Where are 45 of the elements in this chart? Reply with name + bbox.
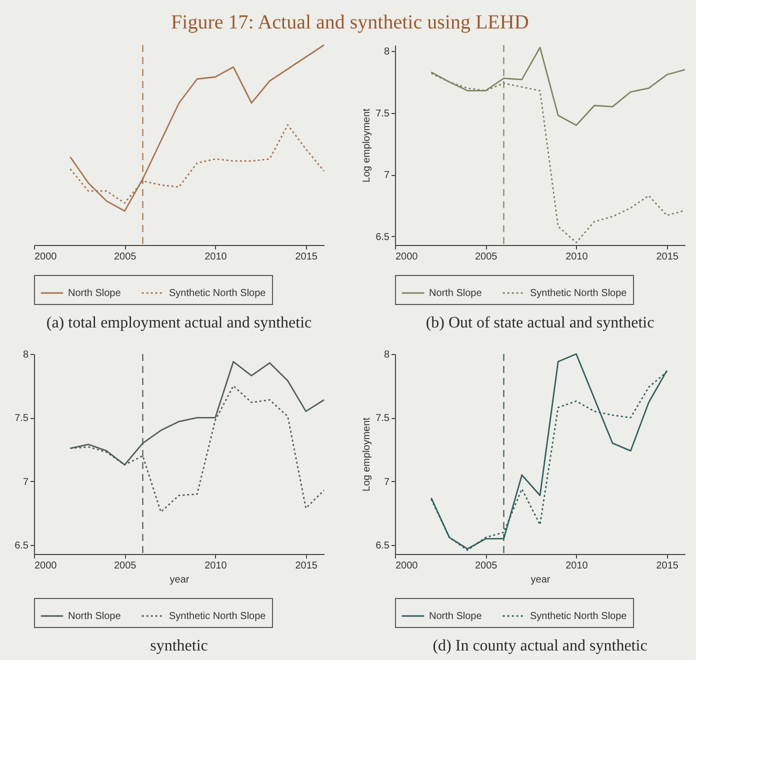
legend-label: Synthetic North Slope bbox=[169, 288, 266, 299]
text: (a) total employment actual and synthetic bbox=[46, 314, 312, 332]
y-tick-label: 7.5 bbox=[376, 108, 390, 120]
x-tick-label: 2000 bbox=[396, 252, 418, 262]
y-tick-label: 7 bbox=[384, 170, 390, 182]
y-tick-label: 6.5 bbox=[14, 540, 29, 552]
x-tick-label: 2010 bbox=[566, 560, 588, 572]
y-tick-label: 6.5 bbox=[376, 540, 390, 552]
y-axis-title: Log employment bbox=[362, 108, 373, 182]
y-tick-label: 8 bbox=[384, 46, 390, 58]
x-tick-label: 2010 bbox=[566, 252, 588, 262]
y-tick-label: 7.5 bbox=[14, 413, 29, 424]
x-tick-label: 2015 bbox=[656, 252, 679, 262]
x-tick-label: 2000 bbox=[396, 560, 418, 572]
y-tick-label: 8 bbox=[384, 350, 390, 360]
x-axis-title: year bbox=[530, 574, 551, 586]
x-tick-label: 2005 bbox=[475, 252, 498, 262]
x-tick-label: 2005 bbox=[114, 252, 137, 262]
x-tick-label: 2005 bbox=[114, 560, 137, 572]
chart-title: Figure 17: Actual and synthetic using LEHD bbox=[171, 11, 529, 34]
y-tick-label: 8 bbox=[22, 350, 29, 360]
legend-label: North Slope bbox=[68, 288, 122, 299]
legend-label: North Slope bbox=[68, 611, 122, 622]
x-tick-label: 2015 bbox=[295, 252, 318, 262]
y-tick-label: 7.5 bbox=[376, 413, 390, 424]
text: (b) Out of state actual and synthetic bbox=[426, 314, 654, 332]
x-tick-label: 2000 bbox=[34, 560, 58, 572]
y-tick-label: 7 bbox=[384, 476, 390, 488]
legend-label: Synthetic North Slope bbox=[169, 611, 266, 622]
legend-label: North Slope bbox=[429, 288, 482, 299]
x-axis-title: year bbox=[170, 574, 190, 586]
x-tick-label: 2000 bbox=[34, 252, 58, 262]
y-tick-label: 7 bbox=[22, 476, 29, 488]
x-tick-label: 2005 bbox=[475, 560, 498, 572]
x-tick-label: 2015 bbox=[295, 560, 318, 572]
y-axis-title: Log employment bbox=[362, 417, 373, 492]
x-tick-label: 2010 bbox=[204, 252, 228, 262]
legend-label: North Slope bbox=[429, 611, 482, 622]
legend-label: Synthetic North Slope bbox=[530, 288, 628, 299]
x-tick-label: 2015 bbox=[656, 560, 679, 572]
legend-label: Synthetic North Slope bbox=[530, 611, 628, 622]
y-tick-label: 6.5 bbox=[376, 232, 390, 243]
text: synthetic bbox=[150, 638, 208, 654]
x-tick-label: 2010 bbox=[204, 560, 228, 572]
text: (d) In county actual and synthetic bbox=[432, 638, 648, 654]
